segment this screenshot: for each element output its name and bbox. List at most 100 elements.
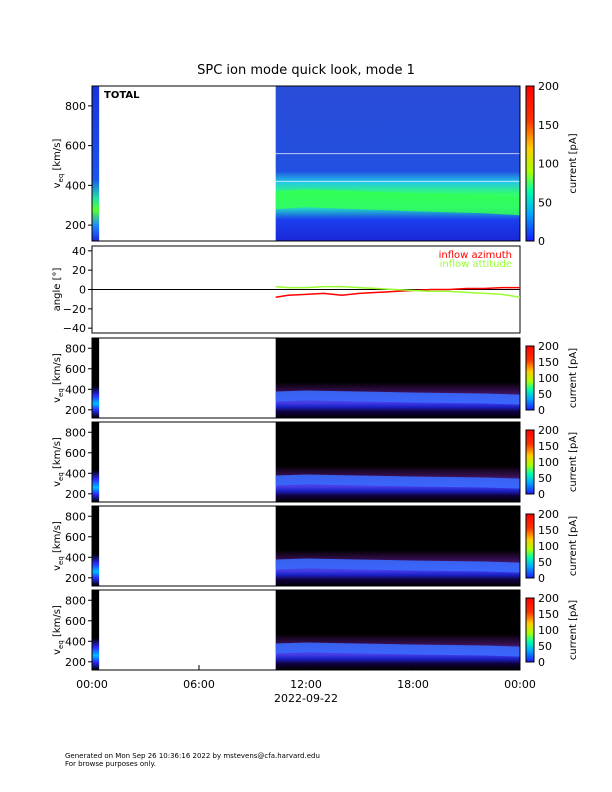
sensor-c-panel-ytick-label: 600: [65, 531, 86, 544]
total-panel-ytick-label: 800: [65, 100, 86, 113]
sensor-d-panel-ytick-label: 200: [65, 656, 86, 669]
total-panel-colorbar-tick: 50: [538, 196, 552, 209]
sensor-b-panel-colorbar-tick: 150: [538, 440, 559, 453]
angle-series-attitude: [275, 285, 521, 298]
sensor-c-panel-frame: [91, 505, 521, 587]
sensor-b-panel-colorbar-tick: 50: [538, 472, 552, 485]
sensor-b-panel-colorbar-tick: 200: [538, 424, 559, 437]
sensor-d-panel-ytick-label: 400: [65, 635, 86, 648]
sensor-a-panel-colorbar-tick: 200: [538, 340, 559, 353]
angle-ytick-label: 20: [72, 264, 86, 277]
sensor-a-panel-colorbar-tick: 150: [538, 356, 559, 369]
sensor-b-panel-ylabel: veq [km/s]: [52, 437, 65, 487]
angle-ytick-label: 0: [79, 284, 86, 297]
sensor-a-panel-core-band: [275, 390, 520, 405]
sensor-d-panel-ytick-label: 600: [65, 615, 86, 628]
sensor-c-panel-ytick-label: 200: [65, 572, 86, 585]
sensor-d-panel-early-strip: [92, 590, 100, 670]
sensor-c-panel-colorbar-tick: 50: [538, 556, 552, 569]
sensor-b-panel-label: B sensor: [102, 425, 151, 436]
sensor-b-panel-colorbar-tick: 0: [538, 488, 545, 501]
sensor-c-panel-ytick-label: 400: [65, 551, 86, 564]
sensor-b-panel-core-band: [275, 474, 520, 489]
sensor-d-panel-ylabel: veq [km/s]: [52, 605, 65, 655]
xaxis-date-label: 2022-09-22: [274, 692, 338, 705]
footer-browse-note: For browse purposes only.: [65, 760, 156, 768]
sensor-b-panel-ytick-label: 800: [65, 426, 86, 439]
sensor-a-panel-colorbar-tick: 100: [538, 372, 559, 385]
angle-legend-attitude: inflow attitude: [440, 259, 512, 270]
total-panel-ytick-label: 200: [65, 219, 86, 232]
sensor-b-panel-colorbar-label: current [pA]: [568, 432, 579, 492]
sensor-a-panel-ylabel: veq [km/s]: [52, 353, 65, 403]
sensor-a-panel-ytick-label: 800: [65, 342, 86, 355]
sensor-d-panel-colorbar-tick: 50: [538, 640, 552, 653]
sensor-d-panel-colorbar-tick: 200: [538, 592, 559, 605]
sensor-a-panel-ytick-label: 600: [65, 363, 86, 376]
sensor-c-panel-colorbar-tick: 200: [538, 508, 559, 521]
sensor-b-panel-ytick-label: 600: [65, 447, 86, 460]
figure-title: SPC ion mode quick look, mode 1: [197, 63, 415, 78]
sensor-a-panel-colorbar-tick: 0: [538, 404, 545, 417]
xaxis-tick-label: 18:00: [397, 678, 429, 691]
total-spectrogram: [275, 86, 520, 241]
xaxis-tick-label: 06:00: [183, 678, 215, 691]
sensor-d-panel-colorbar: [525, 597, 535, 663]
total-panel-colorbar-tick: 0: [538, 235, 545, 248]
sensor-c-panel-colorbar-tick: 0: [538, 572, 545, 585]
sensor-b-panel-colorbar-tick: 100: [538, 456, 559, 469]
sensor-c-panel-label: C sensor: [102, 509, 150, 520]
total-core-speed-band: [275, 189, 520, 216]
sensor-d-panel-colorbar-tick: 150: [538, 608, 559, 621]
sensor-c-panel-colorbar: [525, 513, 535, 579]
sensor-b-panel-spectrogram: [275, 422, 520, 502]
angle-legend-azimuth: inflow azimuth: [439, 250, 512, 261]
sensor-a-panel-frame: [91, 337, 521, 419]
sensor-d-panel-colorbar-tick: 0: [538, 656, 545, 669]
sensor-d-panel-ytick-label: 800: [65, 594, 86, 607]
sensor-c-panel-ytick-label: 800: [65, 510, 86, 523]
sensor-c-panel-ylabel: veq [km/s]: [52, 521, 65, 571]
angle-ytick-label: −20: [63, 303, 86, 316]
sensor-c-panel-colorbar-tick: 150: [538, 524, 559, 537]
angle-ylabel: angle [°]: [52, 268, 63, 312]
xaxis-tick-label: 00:00: [504, 678, 536, 691]
sensor-b-panel-frame: [91, 421, 521, 503]
total-panel-frame: [91, 85, 521, 242]
footer-generated-line: Generated on Mon Sep 26 10:36:16 2022 by…: [65, 752, 320, 760]
sensor-c-panel-colorbar-label: current [pA]: [568, 516, 579, 576]
total-early-data-strip: [92, 86, 100, 241]
sensor-b-panel-ytick-label: 400: [65, 467, 86, 480]
xaxis-tick-label: 00:00: [76, 678, 108, 691]
angle-ytick-label: 40: [72, 245, 86, 258]
sensor-b-panel-colorbar: [525, 429, 535, 495]
total-panel-colorbar-tick: 100: [538, 158, 559, 171]
total-panel-ylabel: veq [km/s]: [52, 139, 65, 189]
sensor-b-panel-early-strip: [92, 422, 100, 502]
total-panel-label: TOTAL: [104, 90, 140, 101]
sensor-c-panel-core-band: [275, 558, 520, 573]
sensor-d-panel-colorbar-tick: 100: [538, 624, 559, 637]
angle-ytick-label: −40: [63, 322, 86, 335]
total-panel-colorbar-tick: 200: [538, 80, 559, 93]
sensor-d-panel-label: D sensor: [102, 593, 151, 604]
sensor-a-panel-colorbar-label: current [pA]: [568, 348, 579, 408]
sensor-c-panel-spectrogram: [275, 506, 520, 586]
sensor-b-panel-ytick-label: 200: [65, 488, 86, 501]
sensor-c-panel-early-strip: [92, 506, 100, 586]
total-panel-colorbar-tick: 150: [538, 119, 559, 132]
total-panel-ytick-label: 400: [65, 179, 86, 192]
total-panel-ytick-label: 600: [65, 140, 86, 153]
sensor-a-panel-spectrogram: [275, 338, 520, 418]
sensor-d-panel-core-band: [275, 642, 520, 657]
total-panel-colorbar-label: current [pA]: [568, 133, 579, 193]
sensor-a-panel-ytick-label: 200: [65, 404, 86, 417]
footer: Generated on Mon Sep 26 10:36:16 2022 by…: [65, 752, 320, 768]
sensor-d-panel-colorbar-label: current [pA]: [568, 600, 579, 660]
sensor-a-panel-colorbar: [525, 345, 535, 411]
total-panel-colorbar: [525, 85, 535, 242]
sensor-a-panel-colorbar-tick: 50: [538, 388, 552, 401]
sensor-a-panel-label: A sensor: [102, 341, 151, 352]
sensor-a-panel-early-strip: [92, 338, 100, 418]
